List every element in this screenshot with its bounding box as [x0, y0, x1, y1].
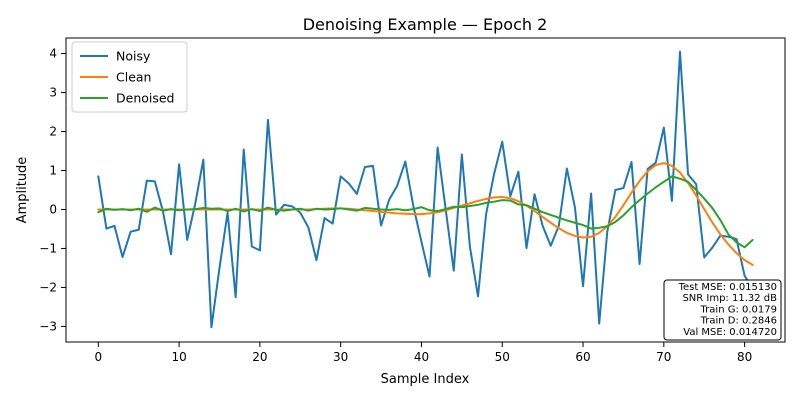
y-tick-label: 0	[49, 202, 57, 216]
x-axis-label: Sample Index	[381, 372, 470, 387]
annotation-box	[663, 279, 782, 341]
legend: Noisy Clean Denoised	[71, 41, 188, 113]
annotation-line: Train D: 0.2846	[700, 316, 777, 327]
y-tick-label: −2	[39, 280, 57, 294]
plot-lines	[97, 50, 754, 329]
x-tick-label: 30	[333, 350, 348, 364]
chart-title: Denoising Example — Epoch 2	[303, 15, 548, 34]
y-tick-label: 2	[49, 125, 57, 139]
y-tick-label: −1	[39, 241, 57, 255]
x-tick-label: 60	[575, 350, 590, 364]
legend-box	[71, 41, 188, 113]
y-axis-label: Amplitude	[15, 157, 30, 224]
legend-label-denoised: Denoised	[116, 91, 175, 106]
series-line-denoised	[97, 175, 754, 249]
legend-label-clean: Clean	[116, 70, 151, 85]
x-tick-label: 50	[495, 350, 510, 364]
x-tick-label: 40	[414, 350, 429, 364]
annotation-line: Val MSE: 0.014720	[683, 327, 777, 338]
y-tick-label: −3	[39, 319, 57, 333]
x-tick-label: 80	[737, 350, 752, 364]
x-tick-label: 20	[252, 350, 267, 364]
y-tick-label: 4	[49, 47, 57, 61]
legend-label-noisy: Noisy	[116, 49, 151, 64]
series-line-clean	[97, 162, 754, 266]
axes: 0 10 20 30 40 50 60 70 80 −3 −2 −1 0 1 2 3 4	[39, 37, 786, 364]
y-tick-label: 3	[49, 86, 57, 100]
annotation-line: Test MSE: 0.015130	[678, 282, 777, 293]
x-tick-label: 0	[94, 350, 102, 364]
y-tick-label: 1	[49, 164, 57, 178]
x-tick-label: 10	[171, 350, 186, 364]
series-line-noisy	[97, 50, 754, 329]
plot-frame	[65, 37, 786, 343]
annotation-line: SNR Imp: 11.32 dB	[682, 293, 777, 304]
annotation-line: Train G: 0.0179	[700, 304, 777, 315]
x-tick-label: 70	[656, 350, 671, 364]
